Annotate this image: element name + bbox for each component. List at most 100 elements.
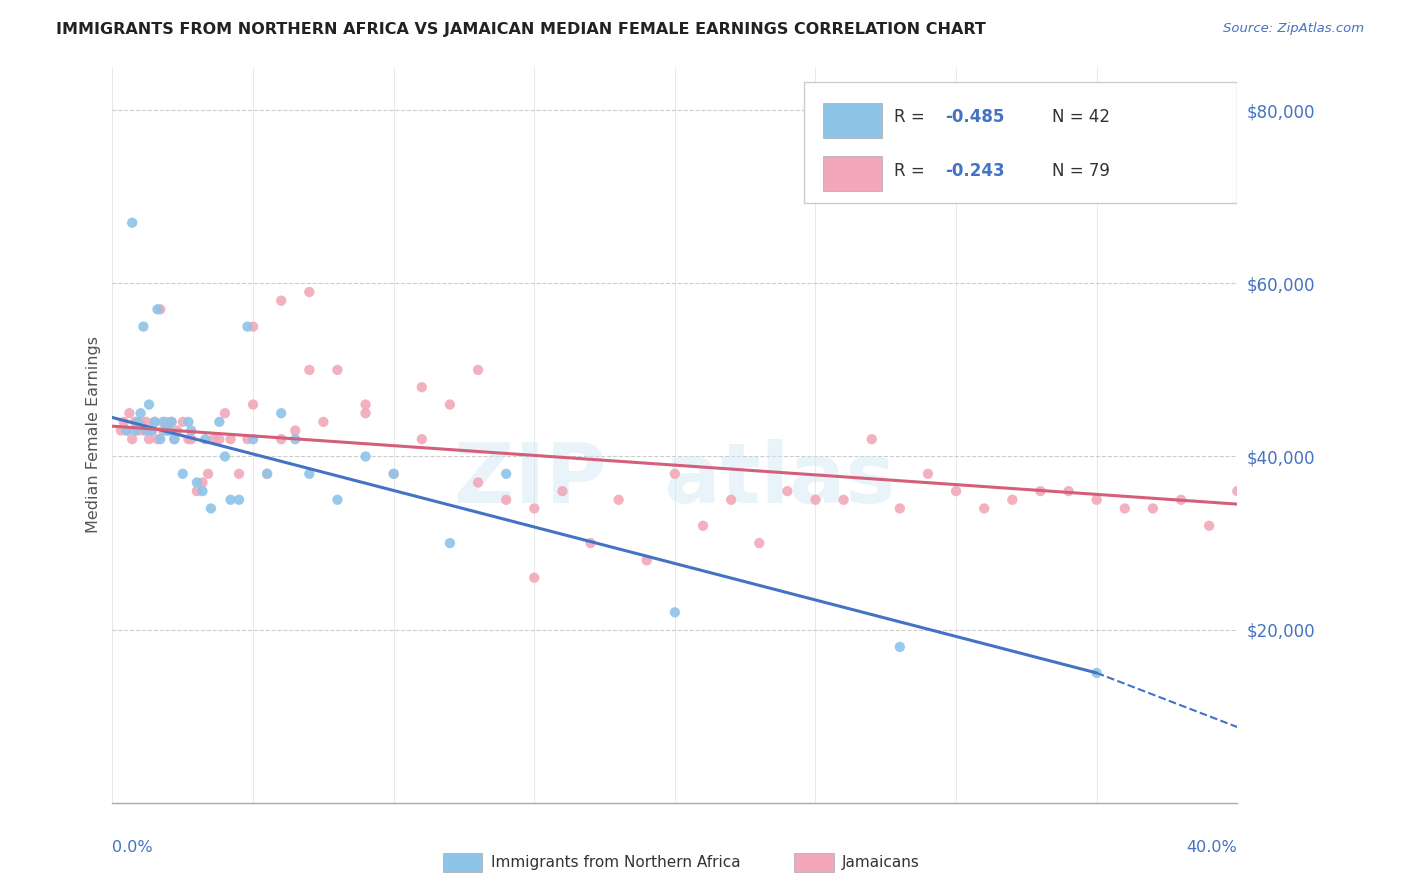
Point [1198,518,1220,533]
Point [326,363,349,377]
Point [1085,492,1108,507]
Point [284,424,307,438]
Point [284,432,307,446]
Point [186,475,208,490]
Point [692,518,714,533]
Point [382,467,405,481]
Text: ZIP  atlas: ZIP atlas [454,439,896,519]
Point [832,492,855,507]
Point [236,319,259,334]
Point [242,398,264,412]
Text: IMMIGRANTS FROM NORTHERN AFRICA VS JAMAICAN MEDIAN FEMALE EARNINGS CORRELATION C: IMMIGRANTS FROM NORTHERN AFRICA VS JAMAI… [56,22,986,37]
Text: -0.243: -0.243 [945,161,1004,180]
Point [186,484,208,499]
Point [155,424,177,438]
Point [214,406,236,420]
Text: Immigrants from Northern Africa: Immigrants from Northern Africa [491,855,741,870]
Point [121,216,143,230]
Point [495,492,517,507]
Point [166,424,188,438]
Text: Source: ZipAtlas.com: Source: ZipAtlas.com [1223,22,1364,36]
Point [1142,501,1164,516]
Point [664,467,686,481]
Point [208,432,231,446]
Point [776,484,799,499]
Point [439,398,461,412]
Point [242,319,264,334]
Point [354,450,377,464]
Point [160,415,183,429]
Text: N = 79: N = 79 [1052,161,1109,180]
Point [495,467,517,481]
Point [132,424,155,438]
Point [219,432,242,446]
Point [149,302,172,317]
Point [129,415,152,429]
Point [110,424,132,438]
Point [804,492,827,507]
Text: -0.485: -0.485 [945,108,1004,127]
Text: 0.0%: 0.0% [112,839,153,855]
Point [118,406,141,420]
Point [143,415,166,429]
Point [124,424,146,438]
Point [889,640,911,654]
Point [1114,501,1136,516]
Point [146,432,169,446]
Text: Jamaicans: Jamaicans [842,855,920,870]
Point [523,501,546,516]
Point [129,406,152,420]
FancyBboxPatch shape [824,156,882,192]
Point [180,432,202,446]
Point [1170,492,1192,507]
Point [121,432,143,446]
Point [214,450,236,464]
Point [1085,665,1108,680]
Point [194,432,217,446]
Point [180,424,202,438]
Point [132,319,155,334]
Point [157,424,180,438]
Point [523,571,546,585]
Text: R =: R = [894,161,931,180]
Point [141,424,163,438]
Point [115,424,138,438]
Point [607,492,630,507]
Y-axis label: Median Female Earnings: Median Female Earnings [86,336,101,533]
Point [636,553,658,567]
Point [177,415,200,429]
Point [242,432,264,446]
Point [889,501,911,516]
Point [298,285,321,299]
Point [439,536,461,550]
Point [197,467,219,481]
Point [236,432,259,446]
Point [326,492,349,507]
Point [177,432,200,446]
Point [973,501,995,516]
Text: 40.0%: 40.0% [1187,839,1237,855]
Point [200,501,222,516]
Point [135,415,157,429]
Point [312,415,335,429]
Point [298,467,321,481]
Point [127,424,149,438]
Point [143,415,166,429]
Point [945,484,967,499]
Point [163,432,186,446]
Point [256,467,278,481]
Point [551,484,574,499]
Point [149,432,172,446]
Point [354,398,377,412]
Text: R =: R = [894,108,931,127]
Point [157,424,180,438]
Point [208,415,231,429]
Point [152,415,174,429]
Point [411,432,433,446]
Point [354,406,377,420]
Point [467,475,489,490]
Text: N = 42: N = 42 [1052,108,1109,127]
Point [467,363,489,377]
Point [152,424,174,438]
Point [172,467,194,481]
